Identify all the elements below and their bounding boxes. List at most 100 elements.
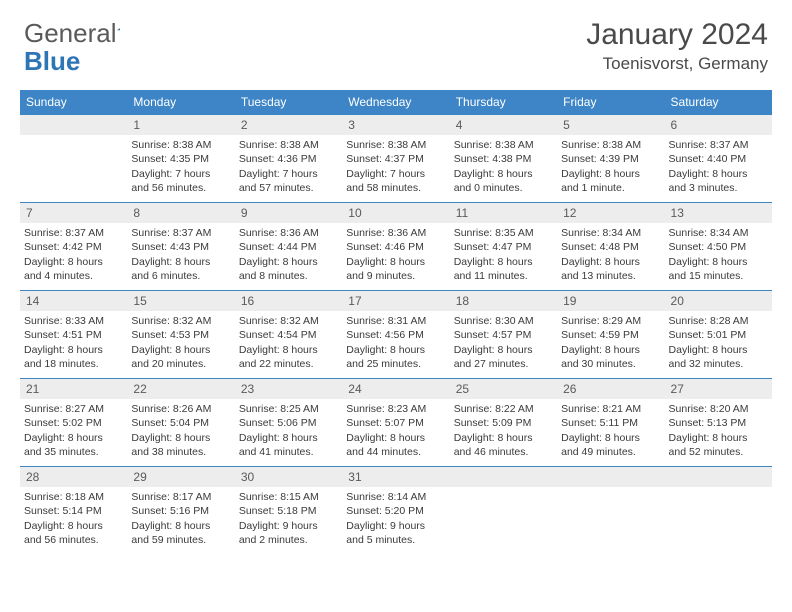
calendar-cell: 20Sunrise: 8:28 AMSunset: 5:01 PMDayligh…: [665, 290, 772, 378]
sunset-text: Sunset: 4:40 PM: [665, 152, 772, 166]
day-number: 19: [557, 290, 664, 311]
daylight-text: Daylight: 8 hours: [127, 343, 234, 357]
daylight-text: Daylight: 8 hours: [665, 343, 772, 357]
day-number: 26: [557, 378, 664, 399]
sunrise-text: Sunrise: 8:26 AM: [127, 402, 234, 416]
sunrise-text: Sunrise: 8:38 AM: [342, 138, 449, 152]
sunset-text: Sunset: 5:04 PM: [127, 416, 234, 430]
calendar-cell: 9Sunrise: 8:36 AMSunset: 4:44 PMDaylight…: [235, 202, 342, 290]
month-title: January 2024: [586, 18, 768, 52]
sunrise-text: Sunrise: 8:20 AM: [665, 402, 772, 416]
daylight-text: Daylight: 8 hours: [450, 431, 557, 445]
sunrise-text: Sunrise: 8:38 AM: [557, 138, 664, 152]
daylight-text: and 20 minutes.: [127, 357, 234, 371]
empty-day: [20, 114, 127, 135]
calendar-cell: 26Sunrise: 8:21 AMSunset: 5:11 PMDayligh…: [557, 378, 664, 466]
header: General January 2024 Toenisvorst, German…: [0, 0, 792, 82]
daylight-text: Daylight: 8 hours: [342, 431, 449, 445]
daylight-text: and 30 minutes.: [557, 357, 664, 371]
calendar-cell: 16Sunrise: 8:32 AMSunset: 4:54 PMDayligh…: [235, 290, 342, 378]
sunset-text: Sunset: 5:06 PM: [235, 416, 342, 430]
sunset-text: Sunset: 4:38 PM: [450, 152, 557, 166]
sunrise-text: Sunrise: 8:34 AM: [665, 226, 772, 240]
daylight-text: Daylight: 8 hours: [20, 431, 127, 445]
calendar-cell: 5Sunrise: 8:38 AMSunset: 4:39 PMDaylight…: [557, 114, 664, 202]
daylight-text: and 3 minutes.: [665, 181, 772, 195]
daylight-text: and 41 minutes.: [235, 445, 342, 459]
weekday-header: Thursday: [450, 90, 557, 114]
day-number: 14: [20, 290, 127, 311]
calendar-cell: 12Sunrise: 8:34 AMSunset: 4:48 PMDayligh…: [557, 202, 664, 290]
sunrise-text: Sunrise: 8:17 AM: [127, 490, 234, 504]
calendar-cell: 23Sunrise: 8:25 AMSunset: 5:06 PMDayligh…: [235, 378, 342, 466]
calendar-week-row: 1Sunrise: 8:38 AMSunset: 4:35 PMDaylight…: [20, 114, 772, 202]
sunrise-text: Sunrise: 8:37 AM: [665, 138, 772, 152]
calendar-cell: [665, 466, 772, 554]
sunrise-text: Sunrise: 8:14 AM: [342, 490, 449, 504]
calendar-cell: 11Sunrise: 8:35 AMSunset: 4:47 PMDayligh…: [450, 202, 557, 290]
sunrise-text: Sunrise: 8:21 AM: [557, 402, 664, 416]
daylight-text: Daylight: 9 hours: [342, 519, 449, 533]
sunset-text: Sunset: 5:13 PM: [665, 416, 772, 430]
daylight-text: Daylight: 8 hours: [665, 255, 772, 269]
calendar-week-row: 21Sunrise: 8:27 AMSunset: 5:02 PMDayligh…: [20, 378, 772, 466]
day-number: 24: [342, 378, 449, 399]
day-number: 11: [450, 202, 557, 223]
daylight-text: and 8 minutes.: [235, 269, 342, 283]
daylight-text: and 2 minutes.: [235, 533, 342, 547]
calendar-cell: 6Sunrise: 8:37 AMSunset: 4:40 PMDaylight…: [665, 114, 772, 202]
daylight-text: Daylight: 8 hours: [342, 343, 449, 357]
daylight-text: and 13 minutes.: [557, 269, 664, 283]
sunset-text: Sunset: 4:59 PM: [557, 328, 664, 342]
day-number: 25: [450, 378, 557, 399]
day-number: 18: [450, 290, 557, 311]
calendar-cell: 2Sunrise: 8:38 AMSunset: 4:36 PMDaylight…: [235, 114, 342, 202]
calendar-cell: 10Sunrise: 8:36 AMSunset: 4:46 PMDayligh…: [342, 202, 449, 290]
day-number: 5: [557, 114, 664, 135]
calendar-cell: 3Sunrise: 8:38 AMSunset: 4:37 PMDaylight…: [342, 114, 449, 202]
daylight-text: and 27 minutes.: [450, 357, 557, 371]
daylight-text: and 58 minutes.: [342, 181, 449, 195]
daylight-text: and 59 minutes.: [127, 533, 234, 547]
day-number: 29: [127, 466, 234, 487]
daylight-text: Daylight: 8 hours: [20, 519, 127, 533]
day-number: 28: [20, 466, 127, 487]
sunrise-text: Sunrise: 8:36 AM: [235, 226, 342, 240]
logo-triangle-icon: [117, 21, 121, 37]
logo: General: [24, 18, 141, 49]
sunrise-text: Sunrise: 8:29 AM: [557, 314, 664, 328]
weekday-header: Wednesday: [342, 90, 449, 114]
daylight-text: Daylight: 8 hours: [20, 343, 127, 357]
daylight-text: Daylight: 9 hours: [235, 519, 342, 533]
daylight-text: and 22 minutes.: [235, 357, 342, 371]
weekday-header: Tuesday: [235, 90, 342, 114]
sunrise-text: Sunrise: 8:25 AM: [235, 402, 342, 416]
daylight-text: Daylight: 8 hours: [450, 343, 557, 357]
sunset-text: Sunset: 4:42 PM: [20, 240, 127, 254]
calendar-cell: 14Sunrise: 8:33 AMSunset: 4:51 PMDayligh…: [20, 290, 127, 378]
sunset-text: Sunset: 4:37 PM: [342, 152, 449, 166]
day-number: 1: [127, 114, 234, 135]
day-number: 8: [127, 202, 234, 223]
sunset-text: Sunset: 5:20 PM: [342, 504, 449, 518]
daylight-text: and 56 minutes.: [20, 533, 127, 547]
sunrise-text: Sunrise: 8:18 AM: [20, 490, 127, 504]
daylight-text: and 49 minutes.: [557, 445, 664, 459]
sunrise-text: Sunrise: 8:37 AM: [127, 226, 234, 240]
sunrise-text: Sunrise: 8:38 AM: [127, 138, 234, 152]
sunset-text: Sunset: 4:46 PM: [342, 240, 449, 254]
day-number: 2: [235, 114, 342, 135]
sunset-text: Sunset: 4:57 PM: [450, 328, 557, 342]
daylight-text: Daylight: 8 hours: [20, 255, 127, 269]
sunrise-text: Sunrise: 8:34 AM: [557, 226, 664, 240]
daylight-text: and 9 minutes.: [342, 269, 449, 283]
sunrise-text: Sunrise: 8:38 AM: [235, 138, 342, 152]
day-number: 20: [665, 290, 772, 311]
sunset-text: Sunset: 5:01 PM: [665, 328, 772, 342]
day-number: 30: [235, 466, 342, 487]
sunrise-text: Sunrise: 8:22 AM: [450, 402, 557, 416]
sunset-text: Sunset: 5:16 PM: [127, 504, 234, 518]
day-number: 10: [342, 202, 449, 223]
day-number: 31: [342, 466, 449, 487]
sunrise-text: Sunrise: 8:36 AM: [342, 226, 449, 240]
